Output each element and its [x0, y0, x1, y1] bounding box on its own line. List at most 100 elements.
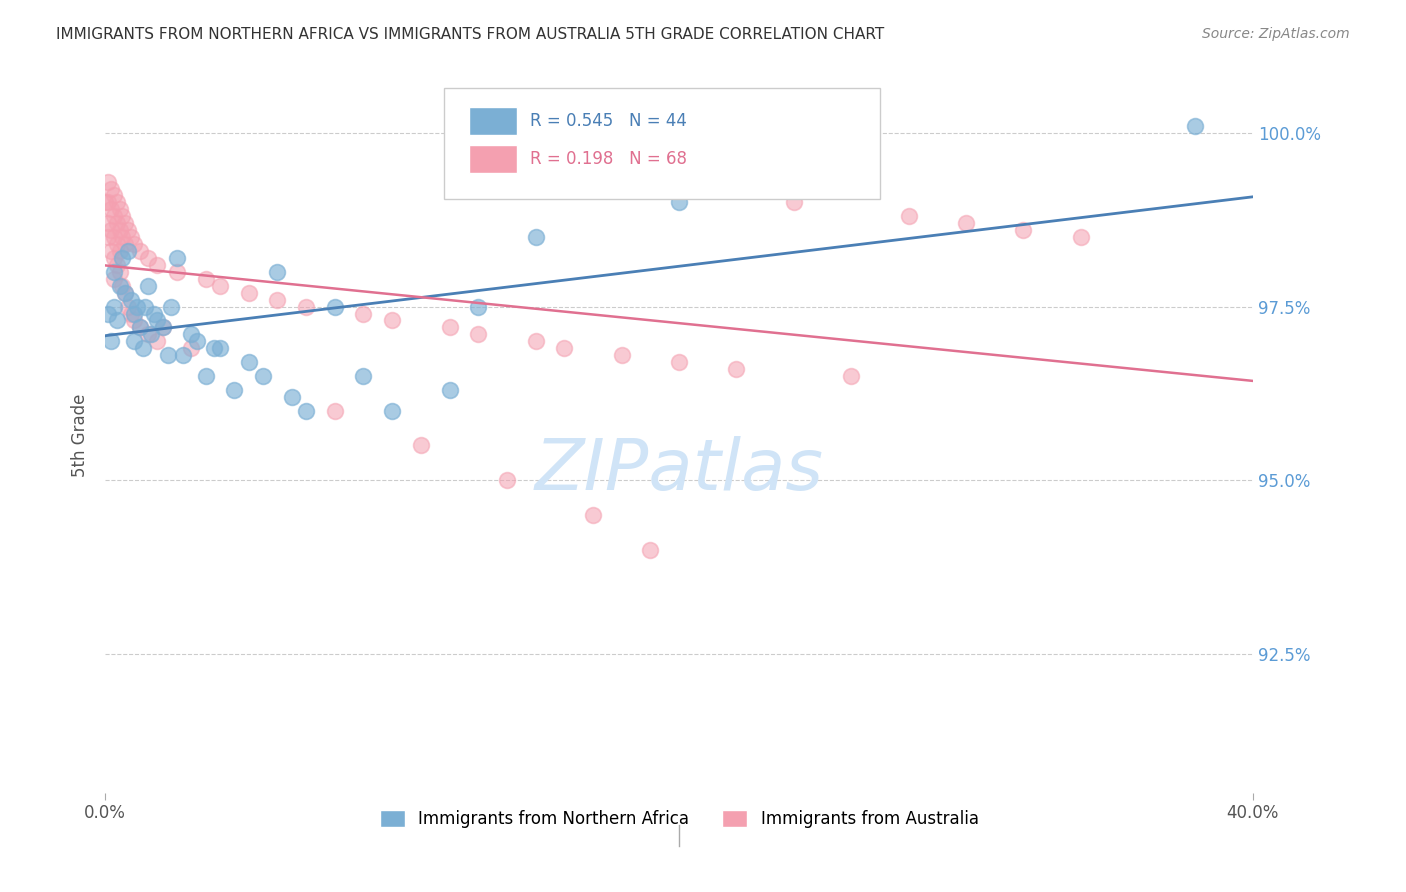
Point — [295, 300, 318, 314]
Text: Source: ZipAtlas.com: Source: ZipAtlas.com — [1202, 27, 1350, 41]
FancyBboxPatch shape — [470, 145, 517, 172]
Point — [108, 265, 131, 279]
Point — [582, 508, 605, 522]
Point — [725, 362, 748, 376]
Point — [146, 258, 169, 272]
Point — [103, 251, 125, 265]
Point — [839, 369, 862, 384]
Point — [122, 313, 145, 327]
Point — [180, 341, 202, 355]
Point — [97, 306, 120, 320]
Point — [160, 300, 183, 314]
Point — [783, 195, 806, 210]
Point — [524, 334, 547, 349]
Point — [100, 202, 122, 217]
Point — [897, 210, 920, 224]
Point — [146, 313, 169, 327]
Point — [105, 258, 128, 272]
Point — [111, 210, 134, 224]
Point — [120, 230, 142, 244]
Point — [266, 293, 288, 307]
Point — [266, 265, 288, 279]
Point — [108, 244, 131, 258]
Point — [194, 369, 217, 384]
Point — [157, 348, 180, 362]
Point — [134, 300, 156, 314]
Point — [97, 195, 120, 210]
Point — [136, 278, 159, 293]
Point — [97, 230, 120, 244]
Point — [352, 369, 374, 384]
Point — [1012, 223, 1035, 237]
Point — [352, 306, 374, 320]
Point — [111, 230, 134, 244]
Point — [105, 313, 128, 327]
Point — [496, 473, 519, 487]
Point — [553, 341, 575, 355]
Point — [439, 383, 461, 397]
Point — [166, 265, 188, 279]
Point — [152, 320, 174, 334]
Y-axis label: 5th Grade: 5th Grade — [72, 393, 89, 476]
Point — [108, 223, 131, 237]
Point — [172, 348, 194, 362]
Point — [108, 278, 131, 293]
Point — [439, 320, 461, 334]
Point — [238, 285, 260, 300]
Point — [120, 306, 142, 320]
Point — [128, 320, 150, 334]
Point — [131, 341, 153, 355]
Point — [105, 237, 128, 252]
Point — [668, 355, 690, 369]
Point — [180, 327, 202, 342]
Point — [100, 334, 122, 349]
FancyBboxPatch shape — [470, 107, 517, 135]
Point — [125, 300, 148, 314]
Point — [280, 390, 302, 404]
Point — [381, 313, 404, 327]
Point — [97, 216, 120, 230]
Point — [114, 285, 136, 300]
Point — [136, 251, 159, 265]
Point — [117, 223, 139, 237]
Point — [103, 272, 125, 286]
Point — [97, 175, 120, 189]
Point — [108, 202, 131, 217]
Point — [524, 230, 547, 244]
Point — [323, 403, 346, 417]
Point — [136, 327, 159, 342]
Point — [323, 300, 346, 314]
Point — [122, 334, 145, 349]
Point — [238, 355, 260, 369]
Point — [105, 216, 128, 230]
Point — [103, 265, 125, 279]
Point — [668, 195, 690, 210]
Point — [103, 188, 125, 202]
Point — [128, 320, 150, 334]
Point — [114, 216, 136, 230]
Text: ZIPatlas: ZIPatlas — [534, 436, 824, 505]
Point — [640, 542, 662, 557]
Point — [114, 237, 136, 252]
Text: IMMIGRANTS FROM NORTHERN AFRICA VS IMMIGRANTS FROM AUSTRALIA 5TH GRADE CORRELATI: IMMIGRANTS FROM NORTHERN AFRICA VS IMMIG… — [56, 27, 884, 42]
FancyBboxPatch shape — [444, 88, 880, 199]
Point — [208, 278, 231, 293]
Point — [100, 181, 122, 195]
Point — [610, 348, 633, 362]
Point — [186, 334, 208, 349]
Text: R = 0.545   N = 44: R = 0.545 N = 44 — [530, 112, 686, 130]
Text: R = 0.198   N = 68: R = 0.198 N = 68 — [530, 150, 688, 168]
Point — [467, 300, 489, 314]
Point — [202, 341, 225, 355]
Point — [208, 341, 231, 355]
Point — [1184, 119, 1206, 133]
Point — [128, 244, 150, 258]
Point — [143, 306, 166, 320]
Point — [103, 300, 125, 314]
Point — [94, 195, 117, 210]
Point — [409, 438, 432, 452]
Point — [381, 403, 404, 417]
Point — [139, 327, 162, 342]
Point — [194, 272, 217, 286]
Legend: Immigrants from Northern Africa, Immigrants from Australia: Immigrants from Northern Africa, Immigra… — [373, 803, 986, 834]
